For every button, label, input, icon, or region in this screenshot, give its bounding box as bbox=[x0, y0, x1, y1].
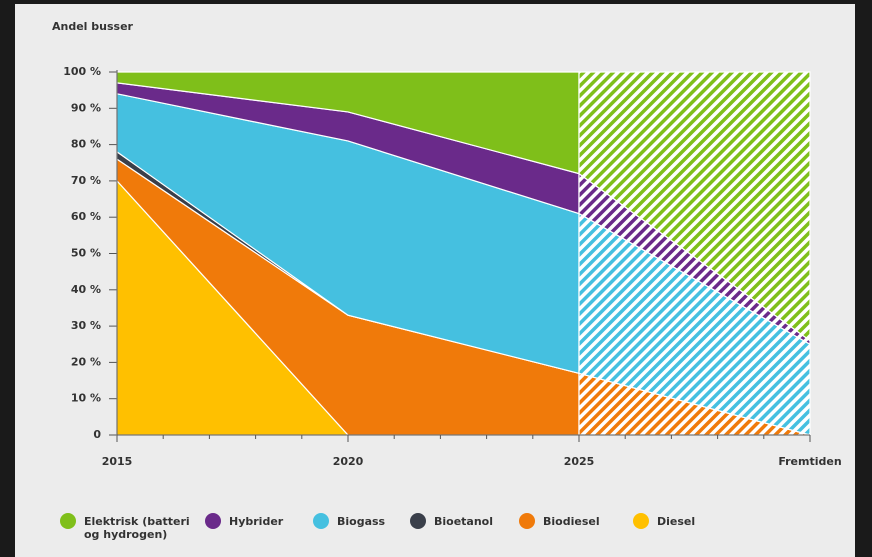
legend-item: Hybrider bbox=[205, 513, 283, 529]
legend-item: Elektrisk (batteri og hydrogen) bbox=[60, 513, 196, 541]
y-tick-label: 50 % bbox=[71, 247, 101, 260]
y-tick-label: 20 % bbox=[71, 355, 101, 368]
x-tick-label: 2015 bbox=[102, 455, 133, 468]
y-tick-label: 90 % bbox=[71, 101, 101, 114]
legend-label: Bioetanol bbox=[434, 515, 494, 528]
y-tick-label: 0 bbox=[93, 428, 101, 441]
legend-swatch bbox=[633, 513, 649, 529]
legend-item: Biodiesel bbox=[519, 513, 600, 529]
legend-label: Diesel bbox=[657, 515, 696, 528]
legend-label: Biodiesel bbox=[543, 515, 600, 528]
x-tick-label: Fremtiden bbox=[778, 455, 841, 468]
y-axis-label: Andel busser bbox=[52, 20, 134, 33]
x-tick-label: 2025 bbox=[564, 455, 595, 468]
legend-swatch bbox=[519, 513, 535, 529]
legend-swatch bbox=[60, 513, 76, 529]
projected-area bbox=[578, 71, 811, 342]
legend-swatch bbox=[205, 513, 221, 529]
y-tick-label: 40 % bbox=[71, 283, 101, 296]
legend-item: Diesel bbox=[633, 513, 695, 529]
legend-label: Hybrider bbox=[229, 515, 284, 528]
y-tick-label: 10 % bbox=[71, 392, 101, 405]
y-tick-label: 100 % bbox=[63, 65, 101, 78]
y-tick-label: 30 % bbox=[71, 319, 101, 332]
legend-label: Elektrisk (batteri og hydrogen) bbox=[84, 515, 190, 541]
y-tick-label: 70 % bbox=[71, 174, 101, 187]
y-tick-label: 60 % bbox=[71, 210, 101, 223]
legend-item: Bioetanol bbox=[410, 513, 493, 529]
legend-swatch bbox=[410, 513, 426, 529]
y-tick-label: 80 % bbox=[71, 138, 101, 151]
legend-item: Biogass bbox=[313, 513, 385, 529]
x-tick-label: 2020 bbox=[333, 455, 364, 468]
legend-swatch bbox=[313, 513, 329, 529]
legend-label: Biogass bbox=[337, 515, 386, 528]
